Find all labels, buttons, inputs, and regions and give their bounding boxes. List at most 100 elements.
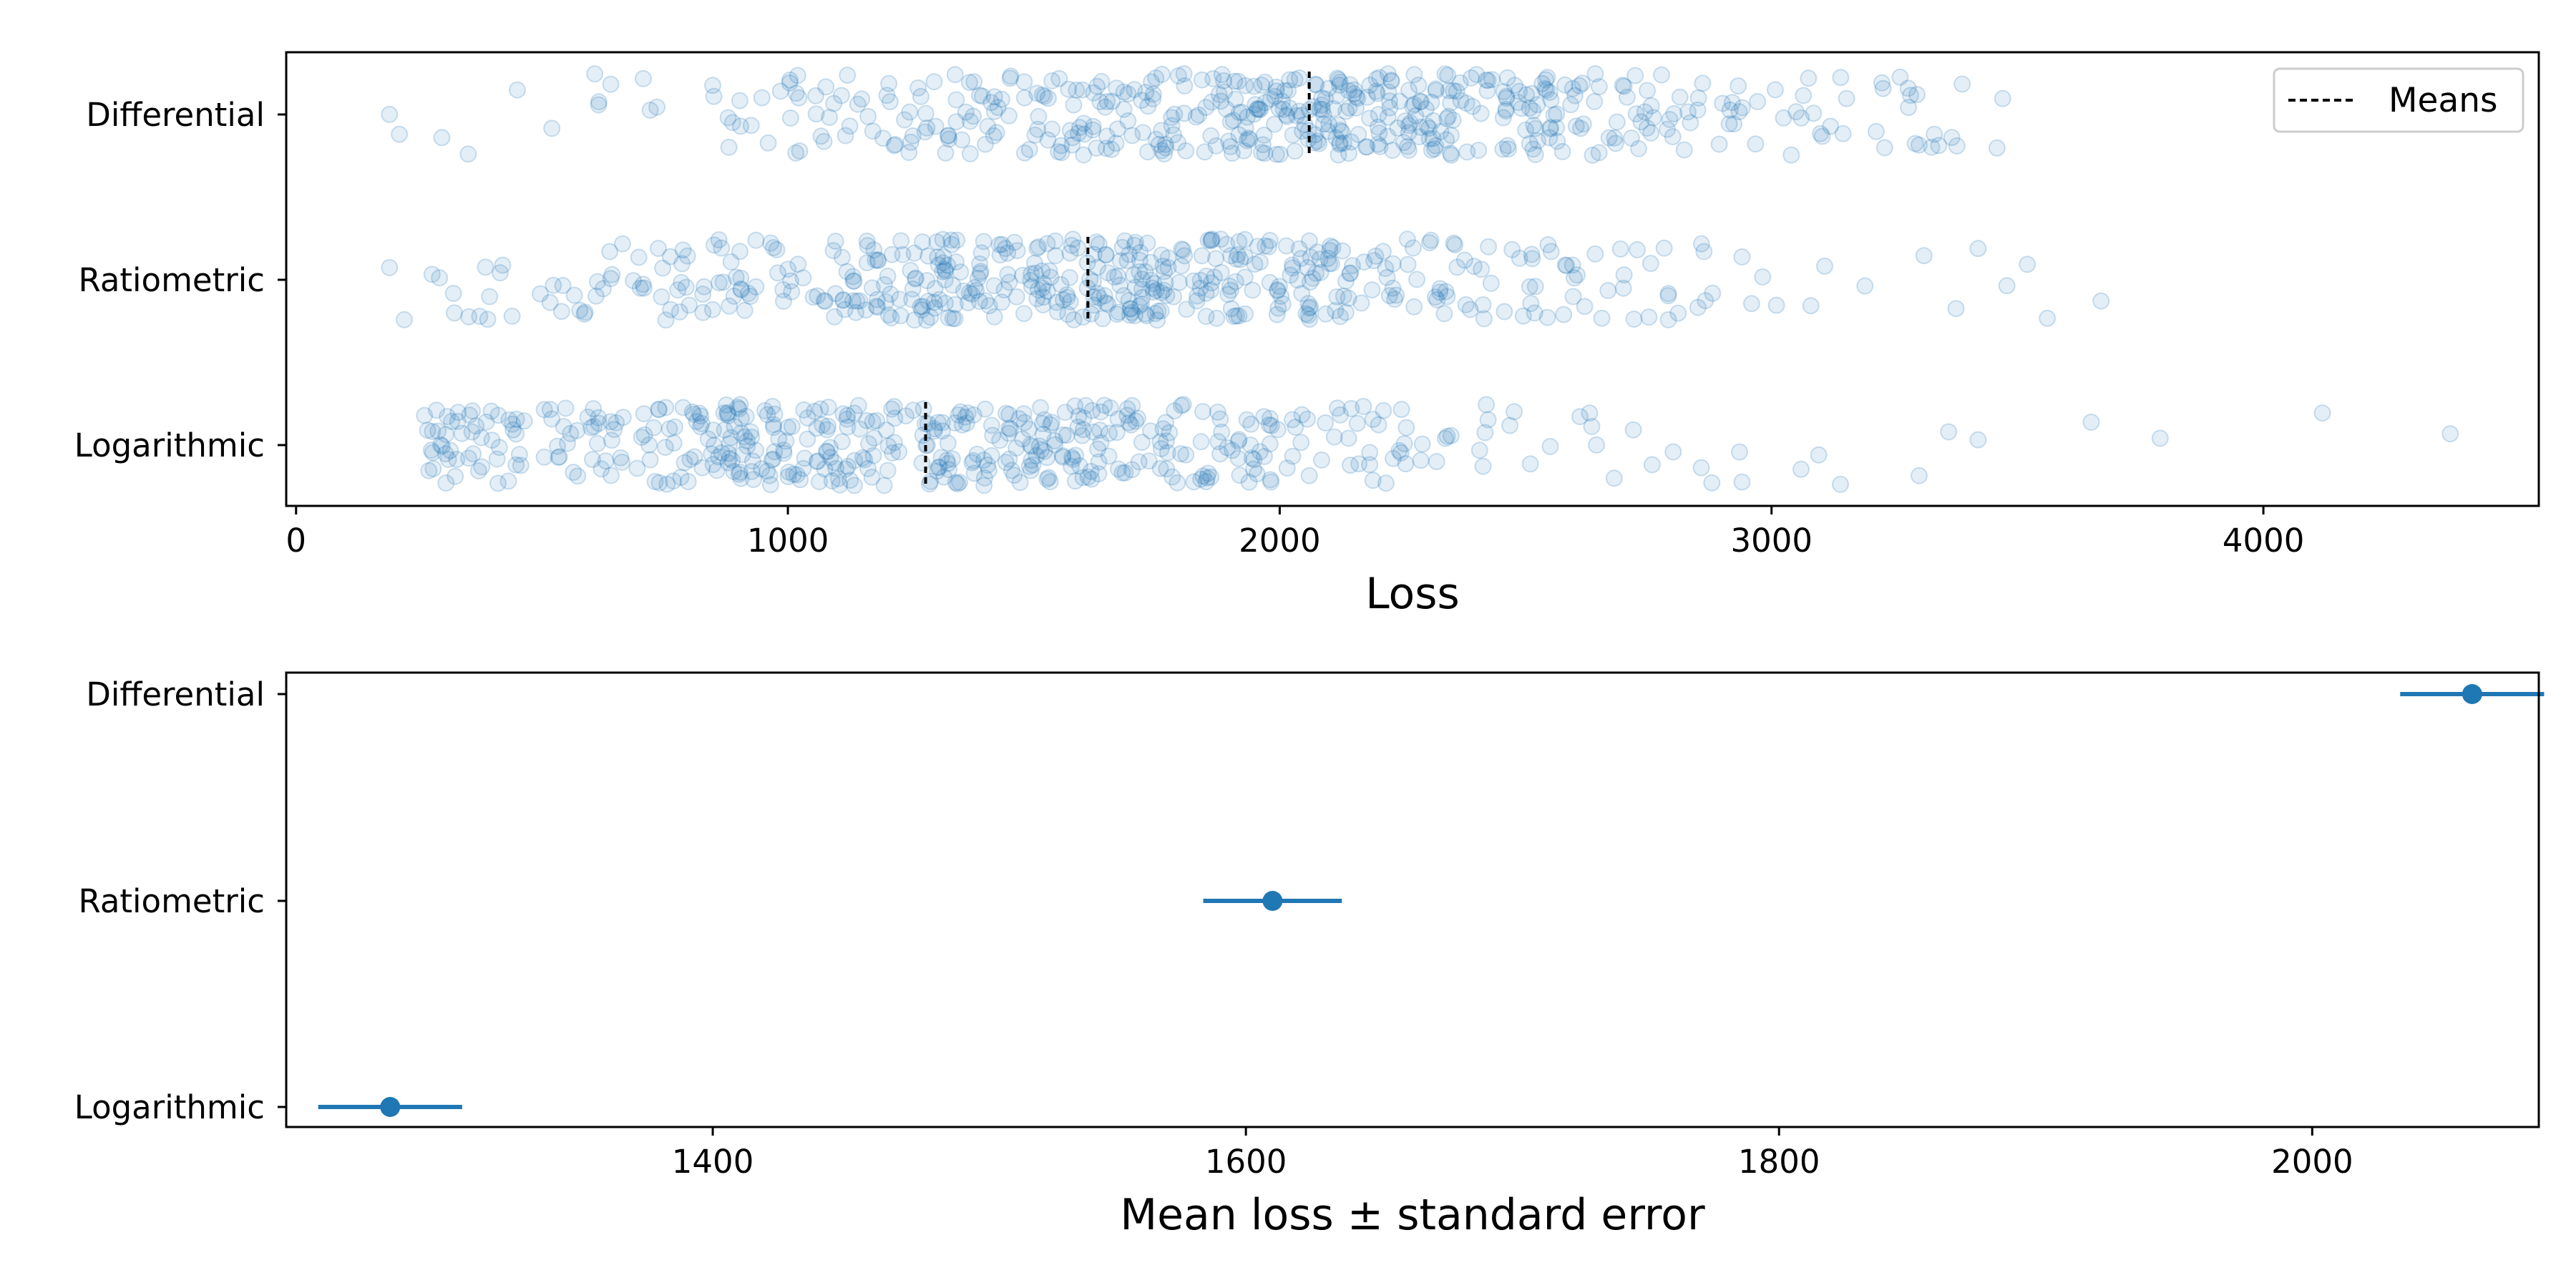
strip-point-ratiometric bbox=[769, 264, 786, 282]
strip-point-logarithmic bbox=[997, 454, 1015, 472]
strip-point-logarithmic bbox=[1832, 475, 1849, 493]
strip-point-logarithmic bbox=[795, 401, 813, 419]
strip-point-differential bbox=[1221, 113, 1239, 131]
strip-point-differential bbox=[1332, 122, 1350, 140]
strip-point-ratiometric bbox=[809, 287, 826, 305]
strip-point-ratiometric bbox=[1218, 235, 1236, 253]
strip-point-logarithmic bbox=[447, 467, 464, 485]
strip-point-differential bbox=[1541, 119, 1559, 137]
strip-point-logarithmic bbox=[1219, 439, 1236, 457]
strip-point-ratiometric bbox=[1227, 307, 1245, 325]
strip-point-ratiometric bbox=[1156, 274, 1174, 292]
strip-point-logarithmic bbox=[1074, 421, 1092, 439]
strip-point-differential bbox=[1290, 102, 1308, 120]
strip-point-differential bbox=[1644, 109, 1662, 127]
strip-point-ratiometric bbox=[1153, 284, 1171, 302]
strip-point-logarithmic bbox=[845, 404, 863, 422]
strip-point-ratiometric bbox=[1317, 305, 1335, 323]
strip-point-logarithmic bbox=[1000, 424, 1018, 442]
strip-point-ratiometric bbox=[1165, 288, 1183, 306]
strip-point-ratiometric bbox=[1322, 237, 1339, 255]
strip-point-ratiometric bbox=[934, 230, 952, 248]
strip-point-differential bbox=[590, 96, 608, 114]
strip-point-logarithmic bbox=[1428, 453, 1445, 471]
strip-point-logarithmic bbox=[710, 448, 728, 466]
strip-point-differential bbox=[1380, 92, 1398, 110]
strip-point-differential bbox=[1314, 106, 1332, 124]
strip-point-ratiometric bbox=[1125, 266, 1143, 284]
strip-point-differential bbox=[1307, 75, 1324, 93]
strip-point-logarithmic bbox=[770, 430, 788, 447]
strip-point-ratiometric bbox=[1555, 306, 1573, 323]
strip-point-differential bbox=[1026, 126, 1044, 144]
strip-point-ratiometric bbox=[1320, 255, 1338, 273]
strip-point-differential bbox=[1608, 113, 1626, 131]
strip-point-ratiometric bbox=[1085, 296, 1103, 314]
strip-point-logarithmic bbox=[730, 400, 748, 418]
strip-point-differential bbox=[1445, 82, 1463, 99]
strip-point-logarithmic bbox=[763, 398, 781, 415]
strip-point-logarithmic bbox=[886, 409, 904, 427]
strip-point-differential bbox=[1524, 102, 1542, 119]
strip-point-ratiometric bbox=[936, 260, 954, 278]
strip-point-ratiometric bbox=[1282, 266, 1299, 284]
strip-point-ratiometric bbox=[1446, 236, 1464, 254]
strip-point-differential bbox=[781, 74, 799, 92]
strip-point-logarithmic bbox=[1392, 444, 1410, 462]
strip-point-differential bbox=[1358, 88, 1376, 106]
strip-point-ratiometric bbox=[1061, 293, 1079, 311]
strip-point-ratiometric bbox=[1133, 288, 1151, 306]
strip-point-logarithmic bbox=[732, 469, 750, 487]
strip-point-logarithmic bbox=[823, 472, 841, 489]
strip-point-ratiometric bbox=[1142, 253, 1160, 271]
strip-point-differential bbox=[1463, 69, 1480, 87]
strip-point-ratiometric bbox=[1568, 266, 1586, 284]
strip-point-logarithmic bbox=[952, 403, 970, 421]
strip-point-ratiometric bbox=[1277, 237, 1295, 255]
strip-point-logarithmic bbox=[811, 400, 829, 418]
strip-point-logarithmic bbox=[645, 419, 663, 436]
legend-means-label: Means bbox=[2389, 81, 2498, 120]
strip-point-differential bbox=[1213, 66, 1231, 84]
strip-point-ratiometric bbox=[1222, 300, 1240, 318]
y-tick-label-ratiometric: Ratiometric bbox=[79, 261, 265, 299]
strip-point-ratiometric bbox=[975, 233, 992, 250]
x-tick-label: 1600 bbox=[1205, 1143, 1287, 1181]
strip-point-ratiometric bbox=[1058, 286, 1076, 303]
strip-point-differential bbox=[1694, 74, 1712, 92]
strip-point-differential bbox=[1088, 139, 1106, 157]
strip-point-differential bbox=[1286, 142, 1304, 160]
x-tick-label: 1000 bbox=[747, 522, 829, 560]
strip-point-ratiometric bbox=[1331, 308, 1349, 326]
strip-point-ratiometric bbox=[1284, 259, 1302, 277]
strip-point-logarithmic bbox=[860, 435, 877, 453]
strip-point-logarithmic bbox=[488, 450, 506, 468]
strip-point-logarithmic bbox=[1342, 400, 1360, 417]
strip-point-ratiometric bbox=[1304, 269, 1322, 287]
strip-point-ratiometric bbox=[1340, 289, 1357, 307]
strip-point-ratiometric bbox=[1270, 278, 1288, 296]
strip-point-differential bbox=[1747, 135, 1765, 153]
strip-point-differential bbox=[1250, 100, 1268, 118]
strip-point-ratiometric bbox=[1008, 288, 1025, 306]
strip-point-logarithmic bbox=[934, 422, 951, 440]
strip-point-differential bbox=[1440, 107, 1458, 125]
strip-point-differential bbox=[1235, 142, 1253, 160]
strip-point-ratiometric bbox=[1614, 279, 1632, 297]
strip-point-differential bbox=[853, 90, 871, 108]
strip-point-ratiometric bbox=[936, 271, 954, 289]
strip-point-ratiometric bbox=[1126, 278, 1144, 296]
strip-point-differential bbox=[1379, 108, 1397, 126]
strip-point-differential bbox=[1417, 100, 1435, 118]
strip-point-differential bbox=[1443, 146, 1460, 164]
strip-point-logarithmic bbox=[665, 472, 683, 490]
strip-point-differential bbox=[1943, 129, 1961, 147]
strip-point-ratiometric bbox=[1108, 306, 1126, 323]
strip-point-ratiometric bbox=[1689, 298, 1707, 316]
strip-point-differential bbox=[1033, 86, 1051, 104]
strip-point-differential bbox=[1165, 126, 1183, 144]
strip-point-logarithmic bbox=[469, 462, 487, 479]
strip-point-ratiometric bbox=[1482, 274, 1500, 292]
strip-point-differential bbox=[1310, 135, 1328, 152]
strip-point-differential bbox=[1494, 140, 1512, 158]
